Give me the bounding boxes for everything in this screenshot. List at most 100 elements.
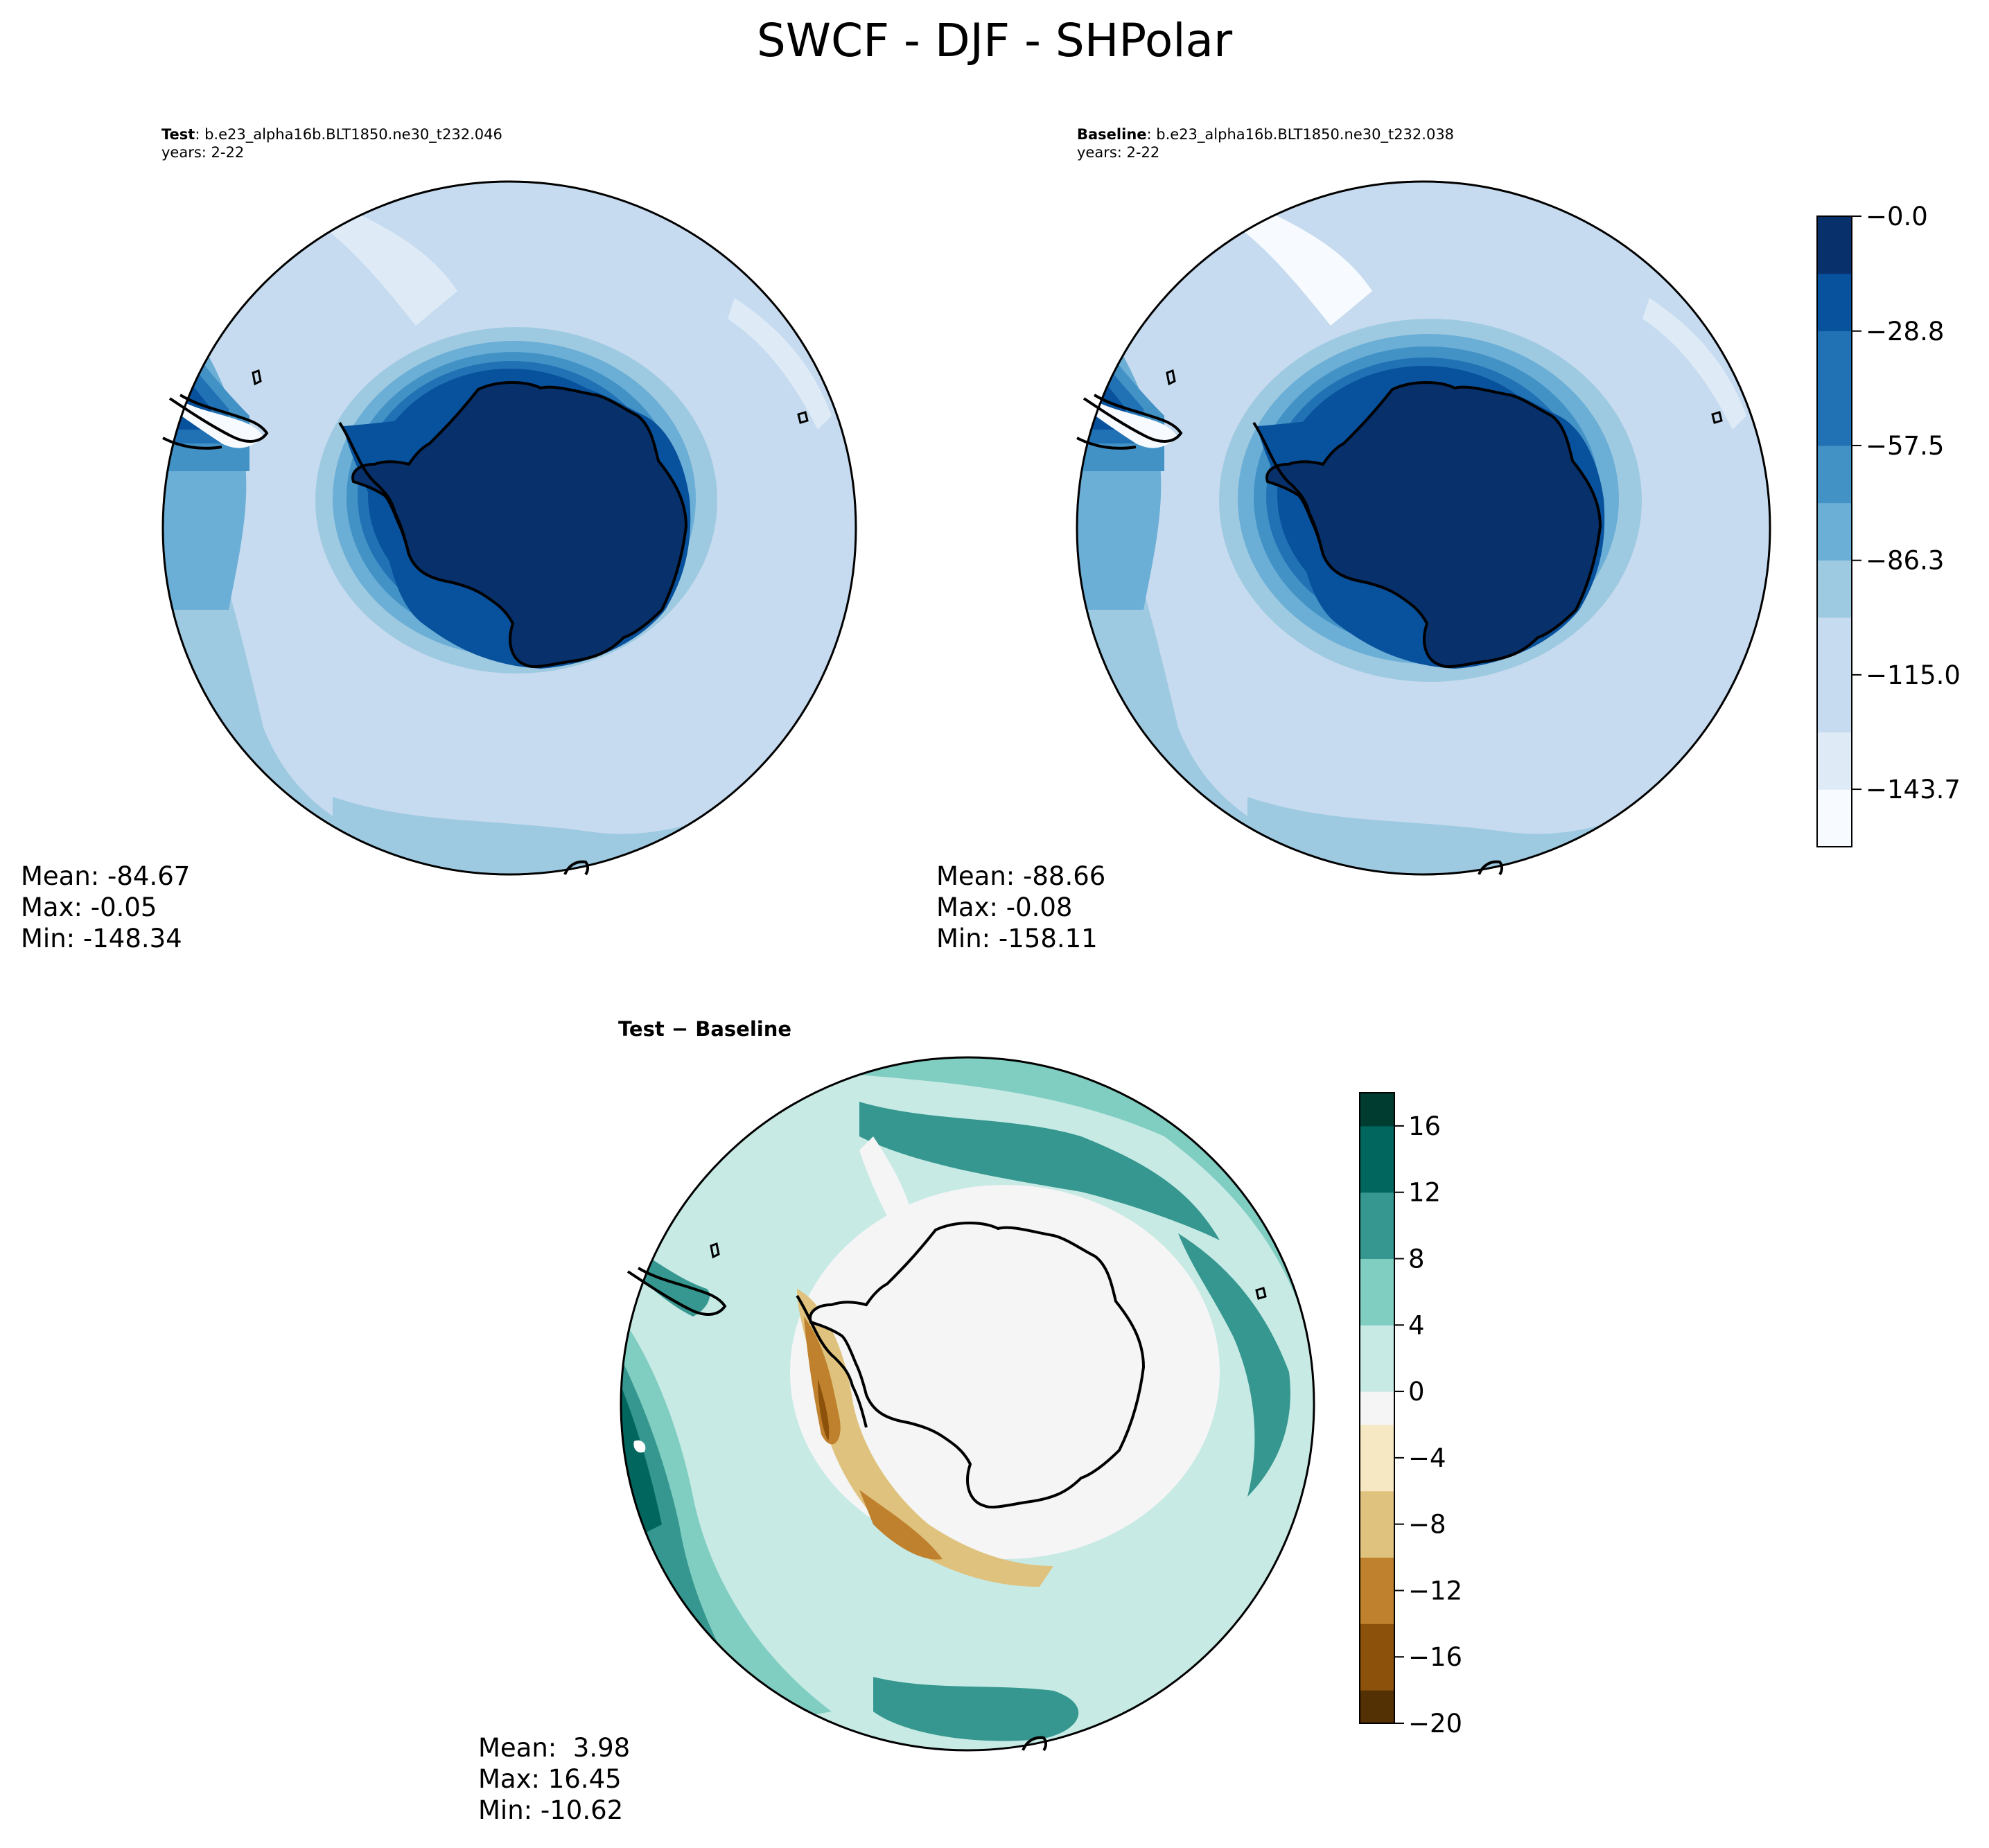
baseline-island-2 <box>1711 411 1723 424</box>
difference-colorbar-segment <box>1360 1657 1394 1691</box>
baseline-colorbar-segment <box>1817 445 1852 504</box>
baseline-peninsula-coast <box>1252 421 1324 555</box>
difference-colorbar-segment <box>1360 1690 1394 1724</box>
test-island-1 <box>252 369 262 386</box>
difference-negative-core-3 <box>818 1379 830 1441</box>
baseline-colorbar-tick-label: −28.8 <box>1866 317 1944 346</box>
difference-colorbar-tick-label: −16 <box>1408 1642 1462 1672</box>
baseline-light-streak-2 <box>1642 298 1746 430</box>
difference-colorbar-tick-label: 4 <box>1408 1310 1425 1340</box>
test-light-streak-1 <box>326 208 457 326</box>
difference-stats-mean: Mean: 3.98 <box>478 1733 631 1763</box>
difference-colorbar-tick-label: −4 <box>1408 1443 1446 1473</box>
baseline-label: Baseline <box>1077 126 1147 143</box>
difference-east-core <box>1178 1233 1290 1497</box>
difference-north-core <box>859 1102 1220 1240</box>
difference-antarctica-coast <box>809 1222 1146 1509</box>
difference-south-coast <box>1022 1736 1047 1752</box>
baseline-sa-coast <box>1083 394 1183 443</box>
baseline-colorbar-segment <box>1817 273 1852 331</box>
difference-colorbar-segment <box>1360 1192 1394 1226</box>
difference-colorbar-tick-label: 8 <box>1408 1244 1425 1274</box>
test-light-streak-2 <box>728 298 832 430</box>
difference-colorbar-segment <box>1360 1457 1394 1492</box>
difference-colorbar-tick-label: 16 <box>1408 1111 1441 1141</box>
test-map-boundary <box>161 180 857 876</box>
test-peninsula-coast <box>338 421 410 555</box>
baseline-colorbar-tick-label: −143.7 <box>1866 775 1961 804</box>
baseline-antarctica-fill <box>1267 382 1600 667</box>
difference-map <box>621 1057 1314 1750</box>
baseline-stats-max: Max: -0.08 <box>936 892 1073 922</box>
baseline-stats-min: Min: -158.11 <box>936 924 1098 953</box>
baseline-panel-title: Baseline: b.e23_alpha16b.BLT1850.ne30_t2… <box>1077 125 1454 161</box>
baseline-case-name: : b.e23_alpha16b.BLT1850.ne30_t232.038 <box>1146 126 1455 143</box>
test-stats-min: Min: -148.34 <box>21 924 182 953</box>
test-case-name: : b.e23_alpha16b.BLT1850.ne30_t232.046 <box>195 126 502 143</box>
difference-colorbar-segment <box>1360 1391 1394 1425</box>
baseline-colorbar-segment <box>1817 388 1852 446</box>
baseline-colorbar-tick-label: −86.3 <box>1866 546 1944 576</box>
baseline-colorbar-tick-label: −0.0 <box>1866 202 1928 231</box>
figure-title: SWCF - DJF - SHPolar <box>756 14 1233 67</box>
test-stats-mean: Mean: -84.67 <box>21 861 191 891</box>
difference-panel-title: Test − Baseline <box>618 1017 792 1041</box>
difference-negative-core-2 <box>859 1490 943 1560</box>
difference-colorbar-segment <box>1360 1424 1394 1459</box>
difference-colorbar-segment <box>1360 1292 1394 1326</box>
baseline-stats-mean: Mean: -88.66 <box>936 861 1106 891</box>
test-south-coast <box>563 860 589 876</box>
test-years: years: 2-22 <box>161 144 245 161</box>
difference-island-2 <box>1255 1287 1267 1300</box>
baseline-sa-coast-2 <box>1076 437 1137 450</box>
test-stats-max: Max: -0.05 <box>21 892 157 922</box>
baseline-south-coast <box>1478 860 1503 876</box>
test-panel-title: Test: b.e23_alpha16b.BLT1850.ne30_t232.0… <box>161 125 502 161</box>
difference-colorbar-tick-label: −20 <box>1408 1709 1462 1739</box>
baseline-colorbar-segment <box>1817 331 1852 389</box>
difference-peninsula-coast <box>796 1294 868 1428</box>
difference-sa-coast <box>627 1267 727 1316</box>
baseline-map <box>1077 182 1770 874</box>
test-stats: Mean: -84.67 Max: -0.05 Min: -148.34 <box>21 861 190 954</box>
baseline-coastlines <box>1076 180 1771 876</box>
baseline-colorbar-tick-label: −115.0 <box>1866 660 1961 690</box>
baseline-colorbar-segment <box>1817 617 1852 676</box>
difference-antarctica-fill <box>810 1223 1144 1508</box>
difference-stats: Mean: 3.98 Max: 16.45 Min: -10.62 <box>478 1732 630 1826</box>
baseline-colorbar-segment <box>1817 216 1852 274</box>
difference-colorbar-segment <box>1360 1125 1394 1160</box>
difference-coastlines <box>620 1056 1315 1752</box>
difference-colorbar-tick-label: 12 <box>1408 1178 1441 1208</box>
difference-stats-min: Min: -10.62 <box>478 1795 624 1825</box>
baseline-stats: Mean: -88.66 Max: -0.08 Min: -158.11 <box>936 861 1105 954</box>
baseline-island-1 <box>1166 369 1176 386</box>
test-sa-coast <box>168 394 269 443</box>
baseline-colorbar-segment <box>1817 789 1852 847</box>
baseline-colorbar: −143.7 −115.0 −86.3 −57.5 −28.8 −0.0 <box>1816 202 1961 847</box>
baseline-light-streak-1 <box>1241 208 1372 326</box>
difference-colorbar-segment <box>1360 1325 1394 1359</box>
difference-colorbar-segment <box>1360 1258 1394 1292</box>
difference-colorbar-tick-label: 0 <box>1408 1377 1425 1407</box>
difference-island-1 <box>710 1242 720 1259</box>
difference-colorbar-tick-label: −12 <box>1408 1576 1462 1605</box>
difference-negative-core-1 <box>804 1317 841 1445</box>
difference-colorbar-segment <box>1360 1159 1394 1193</box>
difference-south-core <box>873 1677 1079 1741</box>
test-coastlines <box>161 180 857 876</box>
baseline-colorbar-frame <box>1816 215 1852 847</box>
baseline-years: years: 2-22 <box>1077 144 1160 161</box>
difference-colorbar-segment <box>1360 1225 1394 1259</box>
difference-colorbar-segment <box>1360 1524 1394 1558</box>
baseline-colorbar-segment <box>1817 502 1852 561</box>
baseline-map-boundary <box>1076 180 1771 876</box>
difference-colorbar-tick-label: −8 <box>1408 1510 1446 1540</box>
baseline-colorbar-segment <box>1817 732 1852 790</box>
test-antarctica-fill <box>353 382 686 667</box>
baseline-colorbar-tick-label: −57.5 <box>1866 431 1944 461</box>
difference-colorbar-segment <box>1360 1358 1394 1392</box>
difference-colorbar-segment <box>1360 1623 1394 1657</box>
